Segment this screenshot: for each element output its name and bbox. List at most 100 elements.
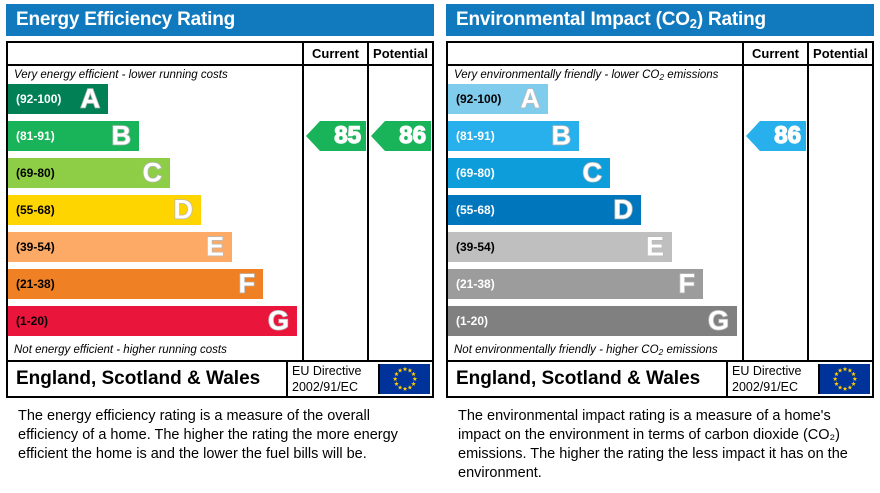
eu-stars [832,366,858,391]
table-header-row: Current Potential [8,43,432,66]
band-e-range: (39-54) [456,240,495,254]
eu-directive-label: EU Directive 2002/91/EC [726,362,818,396]
table-body: Very environmentally friendly - lower CO… [448,66,872,360]
band-d-letter: D [613,194,634,225]
band-b-range: (81-91) [16,129,55,143]
eu-flag-icon [378,364,430,394]
band-d-letter: D [173,194,194,225]
energy-efficiency-title: Energy Efficiency Rating [6,4,434,36]
band-f-letter: F [238,268,256,299]
band-f-range: (21-38) [456,277,495,291]
band-d: (55-68) D [8,195,201,225]
band-e: (39-54) E [8,232,232,262]
current-rating-value: 85 [334,123,362,148]
eu-stars [392,366,418,391]
co2-potential-column [807,66,872,360]
eu-directive-line2: 2002/91/EC [732,380,799,394]
energy-efficiency-panel: Energy Efficiency Rating Current Potenti… [0,0,440,493]
band-b: (81-91) B [8,121,139,151]
band-a-letter: A [80,83,101,114]
energy-efficiency-table: Current Potential Very energy efficient … [6,41,434,398]
table-body: Very energy efficient - lower running co… [8,66,432,360]
band-a-letter: A [520,83,541,114]
band-a: (92-100) A [448,84,548,114]
impact-note-top-tail: emissions [664,69,719,81]
co2-bands-column: Very environmentally friendly - lower CO… [448,66,742,360]
impact-note-bottom-tail: emissions [663,344,718,356]
co2-current-column: 86 [742,66,807,360]
impact-note-top-text: Very environmentally friendly - lower CO [454,69,660,81]
band-c: (69-80) C [448,158,610,188]
region-label: England, Scotland & Wales [456,368,701,389]
impact-note-top: Very environmentally friendly - lower CO… [448,66,742,83]
energy-explanation-text: The energy efficiency rating is a measur… [18,408,398,462]
band-a: (92-100) A [8,84,108,114]
band-c-letter: C [582,157,603,188]
impact-note-bottom-subscript: 2 [658,347,664,357]
band-g: (1-20) G [8,306,297,336]
band-d: (55-68) D [448,195,641,225]
eu-directive-line2: 2002/91/EC [292,380,359,394]
impact-note-bottom: Not environmentally friendly - higher CO… [448,342,718,358]
eu-directive-line1: EU Directive [292,364,362,378]
eu-directive-label: EU Directive 2002/91/EC [286,362,378,396]
band-e-letter: E [205,231,225,262]
header-potential: Potential [367,43,432,64]
eu-flag-icon [818,364,870,394]
band-f-range: (21-38) [16,277,55,291]
energy-bands-column: Very energy efficient - lower running co… [8,66,302,360]
co2-band-list: (92-100) A (81-91) B (69-80) C (55-68) [448,84,742,343]
panel-divider [439,0,440,493]
header-current: Current [302,43,367,64]
band-g-range: (1-20) [456,314,489,328]
panel-title-text: Energy Efficiency Rating [16,9,236,30]
band-c: (69-80) C [8,158,170,188]
energy-potential-column: 86 [367,66,432,360]
environmental-impact-panel: Environmental Impact (CO2) Rating Curren… [440,0,880,493]
impact-note-top-subscript: 2 [659,72,665,82]
band-f-letter: F [678,268,696,299]
header-current: Current [742,43,807,64]
band-d-range: (55-68) [16,203,55,217]
current-rating-value: 86 [774,123,802,148]
band-a-range: (92-100) [456,92,502,106]
band-c-letter: C [142,157,163,188]
band-f: (21-38) F [8,269,263,299]
header-blank-cell [448,43,742,64]
band-g-range: (1-20) [16,314,49,328]
band-e: (39-54) E [448,232,672,262]
eu-directive-line1: EU Directive [732,364,802,378]
band-g-letter: G [267,305,290,336]
band-b-range: (81-91) [456,129,495,143]
potential-rating-arrow: 86 [371,121,431,151]
band-g-letter: G [707,305,730,336]
band-d-range: (55-68) [456,203,495,217]
panel-title-text: Environmental Impact (CO [456,9,690,30]
energy-current-column: 85 [302,66,367,360]
energy-band-list: (92-100) A (81-91) B (69-80) C (55-68) [8,84,302,343]
header-blank-cell [8,43,302,64]
efficiency-note-bottom: Not energy efficient - higher running co… [14,344,227,356]
current-rating-arrow: 85 [306,121,366,151]
environmental-impact-title: Environmental Impact (CO2) Rating [446,4,874,36]
title-subscript: 2 [689,16,697,31]
panel-title-tail: ) Rating [696,9,766,30]
band-e-letter: E [645,231,665,262]
band-b-letter: B [551,120,572,151]
region-label: England, Scotland & Wales [16,368,261,389]
band-a-range: (92-100) [16,92,62,106]
band-c-range: (69-80) [16,166,55,180]
energy-footer-row: England, Scotland & Wales EU Directive 2… [8,360,432,396]
table-header-row: Current Potential [448,43,872,66]
header-potential: Potential [807,43,872,64]
potential-rating-value: 86 [399,123,427,148]
current-rating-arrow: 86 [746,121,806,151]
band-c-range: (69-80) [456,166,495,180]
band-e-range: (39-54) [16,240,55,254]
co2-footer-row: England, Scotland & Wales EU Directive 2… [448,360,872,396]
environmental-impact-table: Current Potential Very environmentally f… [446,41,874,398]
impact-note-bottom-text: Not environmentally friendly - higher CO [454,344,659,356]
band-b-letter: B [111,120,132,151]
efficiency-note-top: Very energy efficient - lower running co… [14,69,228,81]
